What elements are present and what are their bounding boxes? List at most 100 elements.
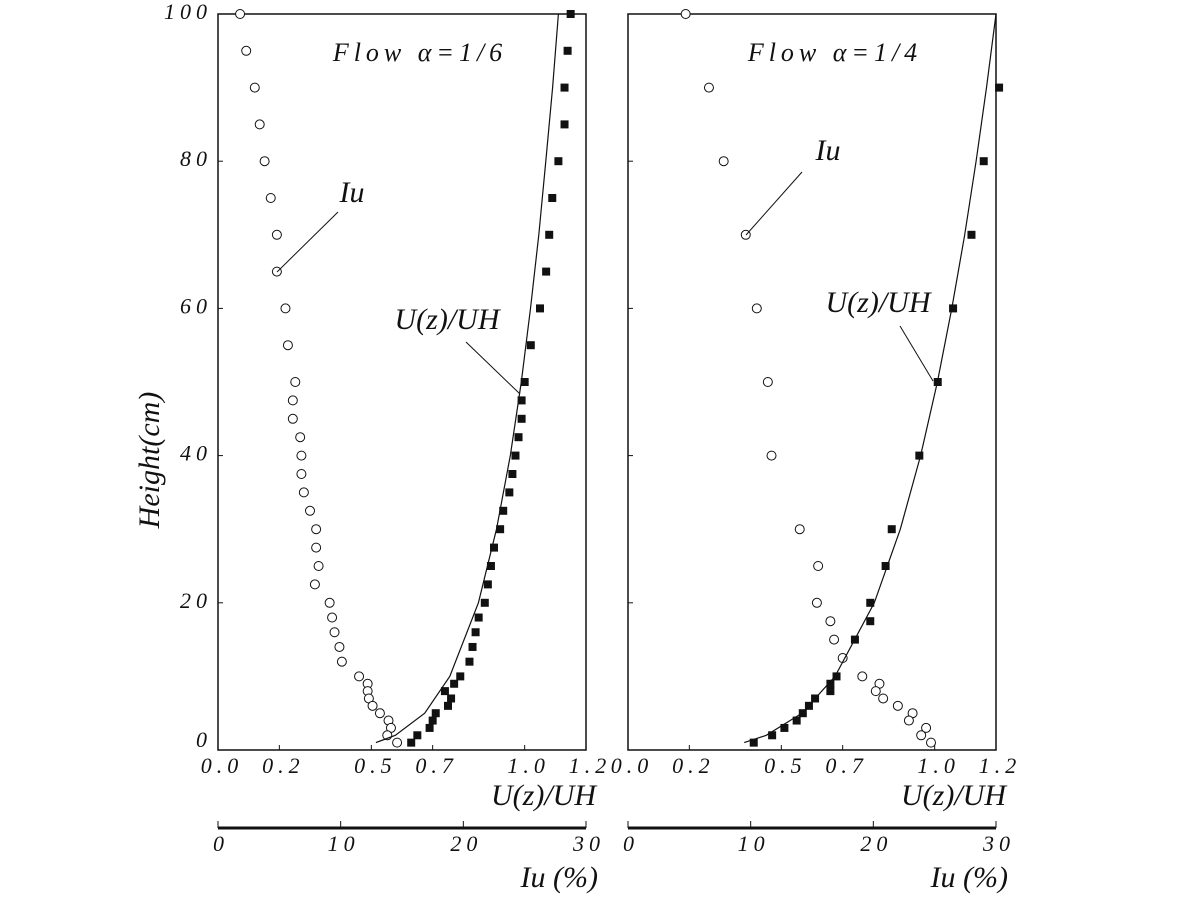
square-point xyxy=(560,120,569,129)
x2-tick-label: 10 xyxy=(738,831,770,856)
square-point xyxy=(826,679,835,688)
square-point xyxy=(554,157,563,166)
x2-tick-label: 20 xyxy=(450,831,482,856)
circle-point xyxy=(311,542,322,553)
square-point xyxy=(749,738,758,747)
plot-frame xyxy=(627,13,997,751)
square-point xyxy=(967,230,976,239)
square-point xyxy=(995,83,1004,92)
circle-point xyxy=(925,737,936,748)
square-point xyxy=(483,580,492,589)
square-point xyxy=(505,488,514,497)
square-point xyxy=(508,470,517,478)
square-point xyxy=(444,701,452,710)
square-point xyxy=(979,157,988,166)
series-annotation: U(z)/UH xyxy=(826,286,933,319)
square-point xyxy=(490,543,498,552)
square-point xyxy=(780,723,789,732)
circle-point xyxy=(766,450,777,461)
circle-point xyxy=(762,377,773,387)
annotation-leader xyxy=(465,341,521,395)
x2-axis-label: Iu (%) xyxy=(930,861,1008,894)
plot-frame xyxy=(217,13,587,751)
square-point xyxy=(468,642,477,651)
square-point xyxy=(542,267,551,276)
square-point xyxy=(526,341,535,350)
circle-point xyxy=(241,45,252,56)
circle-point xyxy=(249,82,260,93)
y-tick-label: 80 xyxy=(180,146,212,171)
x2-tick-label: 30 xyxy=(572,831,605,856)
series-annotation: U(z)/UH xyxy=(395,303,502,336)
square-point xyxy=(456,672,465,681)
x2-tick-label: 0 xyxy=(213,831,229,856)
square-point xyxy=(471,628,480,637)
circle-point xyxy=(718,156,729,167)
square-point xyxy=(517,414,526,423)
square-point xyxy=(566,10,575,18)
circle-point xyxy=(282,340,293,351)
circle-point xyxy=(857,671,868,682)
circle-point xyxy=(903,715,914,726)
square-point xyxy=(832,672,841,681)
circle-point xyxy=(287,395,298,406)
circle-point xyxy=(296,469,307,479)
circle-point xyxy=(309,579,320,590)
square-point xyxy=(428,716,437,725)
circle-point xyxy=(354,671,365,682)
square-point xyxy=(545,230,554,239)
square-point xyxy=(536,304,544,313)
circle-point xyxy=(921,722,932,733)
y-tick-label: 0 xyxy=(196,727,212,752)
x-tick-label: 1.0 xyxy=(917,753,960,778)
circle-point xyxy=(794,524,805,535)
circle-point xyxy=(813,561,824,571)
circle-point xyxy=(892,700,903,711)
circle-point xyxy=(825,616,836,627)
x2-axis-label: Iu (%) xyxy=(520,861,598,894)
square-point xyxy=(425,723,434,732)
series-annotation: Iu xyxy=(339,176,365,209)
square-point xyxy=(486,562,495,570)
circle-point xyxy=(287,413,298,424)
x-tick-label: 1.2 xyxy=(569,753,612,778)
x-tick-label: 0.7 xyxy=(825,753,868,778)
x2-tick-label: 10 xyxy=(328,831,360,856)
fit-curve xyxy=(744,13,997,744)
square-point xyxy=(887,525,896,534)
circle-point xyxy=(916,730,927,741)
circle-point xyxy=(829,634,840,645)
x2-tick-label: 30 xyxy=(982,831,1015,856)
annotation-leader xyxy=(899,325,934,382)
circle-point xyxy=(334,641,345,652)
circle-point xyxy=(259,156,270,167)
y-tick-label: 20 xyxy=(180,588,212,613)
x-tick-label: 0.0 xyxy=(611,753,654,778)
x-tick-label: 0.2 xyxy=(262,753,305,778)
circle-point xyxy=(703,82,714,93)
square-point xyxy=(496,525,505,534)
circle-point xyxy=(327,612,338,623)
square-point xyxy=(517,396,526,405)
circle-point xyxy=(254,119,265,130)
square-point xyxy=(792,716,801,725)
square-point xyxy=(431,709,440,718)
y-axis-label: Height(cm) xyxy=(133,392,166,530)
square-point xyxy=(511,451,520,460)
circle-point xyxy=(235,9,246,19)
square-point xyxy=(440,687,449,696)
x-tick-label: 1.0 xyxy=(507,753,550,778)
circle-point xyxy=(324,597,335,608)
x-tick-label: 0.5 xyxy=(354,753,397,778)
chart-title: Flow α=1/6 xyxy=(332,38,507,67)
square-point xyxy=(474,613,483,622)
x-tick-label: 0.0 xyxy=(201,753,244,778)
circle-point xyxy=(751,303,762,314)
circle-point xyxy=(265,193,276,203)
square-point xyxy=(548,194,557,202)
square-point xyxy=(413,731,422,740)
y-tick-label: 100 xyxy=(164,0,212,24)
circle-point xyxy=(870,686,881,697)
square-point xyxy=(798,709,807,718)
